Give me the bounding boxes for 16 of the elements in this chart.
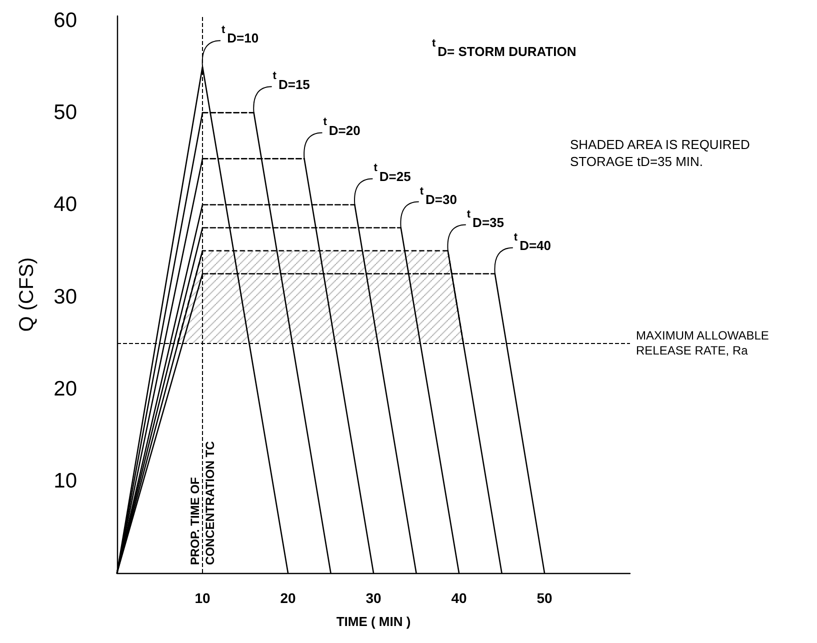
- ref-line-label: MAXIMUM ALLOWABLE RELEASE RATE, Ra: [636, 328, 769, 358]
- x-tick-label: 20: [280, 590, 296, 606]
- y-tick-label: 30: [54, 285, 77, 308]
- y-tick-label: 50: [54, 101, 77, 124]
- x-axis-title: TIME ( MIN ): [336, 614, 411, 629]
- y-tick-label: 60: [54, 9, 77, 32]
- y-tick-label: 20: [54, 377, 77, 400]
- x-tick-label: 30: [366, 590, 382, 606]
- x-tick-label: 40: [451, 590, 467, 606]
- x-tick-label: 50: [536, 590, 552, 606]
- y-tick-label: 10: [54, 469, 77, 492]
- ref-line-label: PROP. TIME OF CONCENTRATION TC: [188, 440, 217, 565]
- y-axis-title: Q (CFS): [16, 257, 38, 332]
- y-tick-label: 40: [54, 193, 77, 216]
- x-tick-label: 10: [194, 590, 210, 606]
- annotation: SHADED AREA IS REQUIRED STORAGE tD=35 MIN.: [570, 137, 750, 169]
